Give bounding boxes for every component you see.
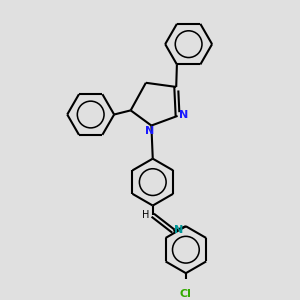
Text: N: N <box>179 110 188 120</box>
Text: H: H <box>142 210 149 220</box>
Text: N: N <box>146 125 154 136</box>
Text: N: N <box>174 225 184 235</box>
Text: Cl: Cl <box>180 289 192 299</box>
